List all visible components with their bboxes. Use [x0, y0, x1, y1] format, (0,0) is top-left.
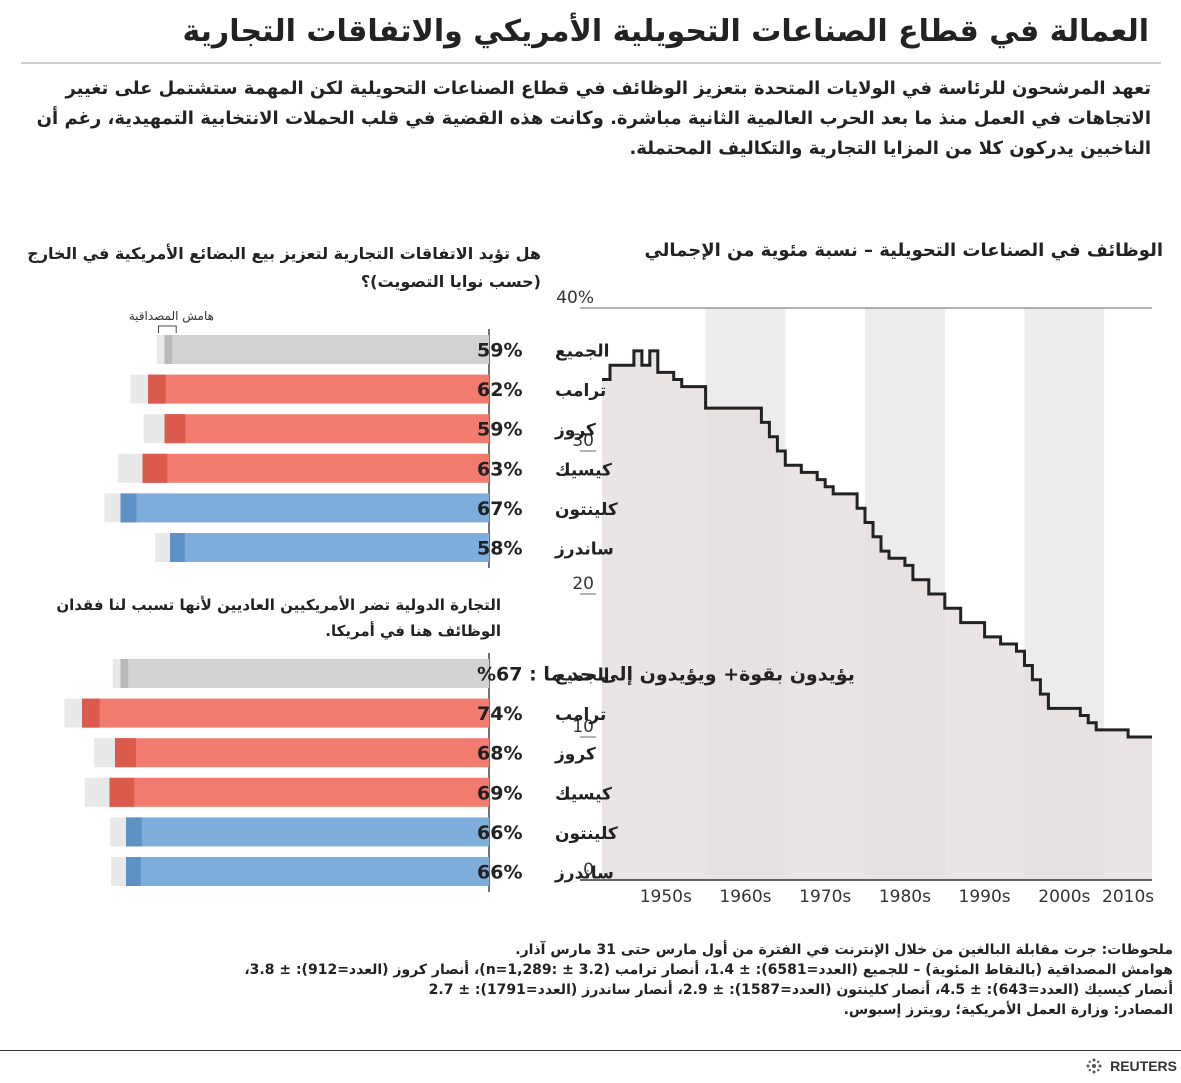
x-tick-label: 1960s [719, 887, 771, 907]
line-chart-title: الوظائف في الصناعات التحويلية – نسبة مئو… [644, 240, 1163, 261]
error-margin-inner [164, 335, 173, 364]
bar [82, 698, 489, 728]
notes-block: ملحوظات: جرت مقابلة البالغين من خلال الإ… [3, 940, 1173, 1020]
bar [164, 414, 489, 444]
x-tick-label: 1970s [799, 887, 851, 907]
bar-chart-1-title: هل تؤيد الاتفاقات التجارية لتعزيز بيع ال… [27, 244, 541, 291]
category-label: ترامب [555, 381, 606, 401]
note-line: ملحوظات: جرت مقابلة البالغين من خلال الإ… [515, 942, 1173, 958]
bar-chart-2-title: التجارة الدولية تضر الأمريكيين العاديين … [56, 596, 501, 640]
series-area [602, 350, 1152, 880]
brand-label: REUTERS [1110, 1058, 1177, 1074]
error-margin [155, 533, 170, 562]
bar-value-label: 68% [477, 743, 522, 765]
error-margin [64, 698, 82, 728]
title-divider [21, 62, 1161, 64]
category-label: كروز [554, 745, 596, 765]
x-tick-label: 1950s [640, 887, 692, 907]
error-margin [143, 414, 165, 444]
bar-value-label: يؤيدون بقوة+ ويؤيدون إلى حد ما : 67% [477, 664, 855, 686]
category-label: كلينتون [555, 500, 618, 520]
margin-label: هامش المصداقية [129, 309, 214, 324]
bar-value-label: 67% [477, 498, 522, 520]
brand-logo: REUTERS [1084, 1056, 1177, 1076]
error-margin [117, 453, 143, 483]
category-label: الجميع [555, 342, 609, 362]
error-margin-inner [142, 453, 168, 483]
bar [120, 659, 489, 688]
error-margin [156, 335, 165, 364]
bar-value-label: 63% [477, 458, 522, 480]
error-margin-inner [120, 493, 137, 523]
bar [126, 817, 489, 847]
error-margin [110, 817, 126, 847]
bar [115, 738, 489, 768]
error-margin [104, 493, 121, 523]
margin-bracket [158, 325, 177, 333]
y-tick-label: 40% [556, 288, 594, 308]
category-label: ساندرز [554, 864, 614, 884]
y-tick-label: 30 [572, 431, 594, 451]
category-label: كروز [554, 421, 596, 441]
bar-value-label: 74% [477, 703, 522, 725]
error-margin [84, 777, 110, 807]
bar-value-label: 69% [477, 782, 522, 804]
intro-text: تعهد المرشحون للرئاسة في الولايات المتحد… [36, 78, 1151, 159]
bar [120, 493, 489, 523]
series-line [602, 349, 1152, 739]
error-margin-inner [126, 817, 142, 847]
category-label: ساندرز [554, 540, 614, 560]
error-margin [112, 659, 121, 688]
x-tick-label: 1980s [879, 887, 931, 907]
x-tick-label: 2000s [1038, 887, 1090, 907]
bar [109, 777, 489, 807]
bar [164, 335, 489, 364]
bar [148, 374, 489, 404]
error-margin-inner [164, 414, 186, 444]
x-tick-label: 1990s [959, 887, 1011, 907]
bar [142, 453, 489, 483]
error-margin-inner [170, 533, 185, 562]
note-line: أنصار كيسيك (العدد=643): ± 4.5، أنصار كل… [428, 982, 1173, 998]
footer-divider [0, 1050, 1181, 1051]
bar-value-label: 59% [477, 340, 522, 362]
error-margin-inner [109, 777, 135, 807]
error-margin-inner [115, 738, 136, 768]
reuters-dots-icon [1086, 1058, 1102, 1074]
error-margin [111, 857, 126, 886]
bar-value-label: 58% [477, 538, 522, 560]
bar-value-label: 66% [477, 862, 522, 884]
bar [126, 857, 489, 886]
x-tick-label: 2010s [1102, 887, 1154, 907]
y-tick-label: 20 [572, 574, 594, 594]
category-label: كلينتون [555, 824, 618, 844]
note-line: هوامش المصداقية (بالنقاط المئوية) – للجم… [244, 962, 1173, 978]
bar-value-label: 59% [477, 419, 522, 441]
error-margin-inner [148, 374, 166, 404]
category-label: ترامب [555, 705, 606, 725]
error-margin [94, 738, 115, 768]
error-margin-inner [126, 857, 141, 886]
error-margin-inner [82, 698, 100, 728]
category-label: كيسيك [555, 784, 612, 804]
bar [170, 533, 489, 562]
y-tick-label: 0 [583, 860, 594, 880]
note-line: المصادر: وزارة العمل الأمريكية؛ رويترز إ… [843, 1002, 1173, 1018]
page-title: العمالة في قطاع الصناعات التحويلية الأمر… [182, 14, 1149, 49]
error-margin [130, 374, 148, 404]
category-label: الجميع [555, 666, 609, 686]
bar-value-label: 62% [477, 379, 522, 401]
bar-value-label: 66% [477, 822, 522, 844]
error-margin-inner [120, 659, 129, 688]
y-tick-label: 10 [572, 717, 594, 737]
category-label: كيسيك [555, 460, 612, 480]
